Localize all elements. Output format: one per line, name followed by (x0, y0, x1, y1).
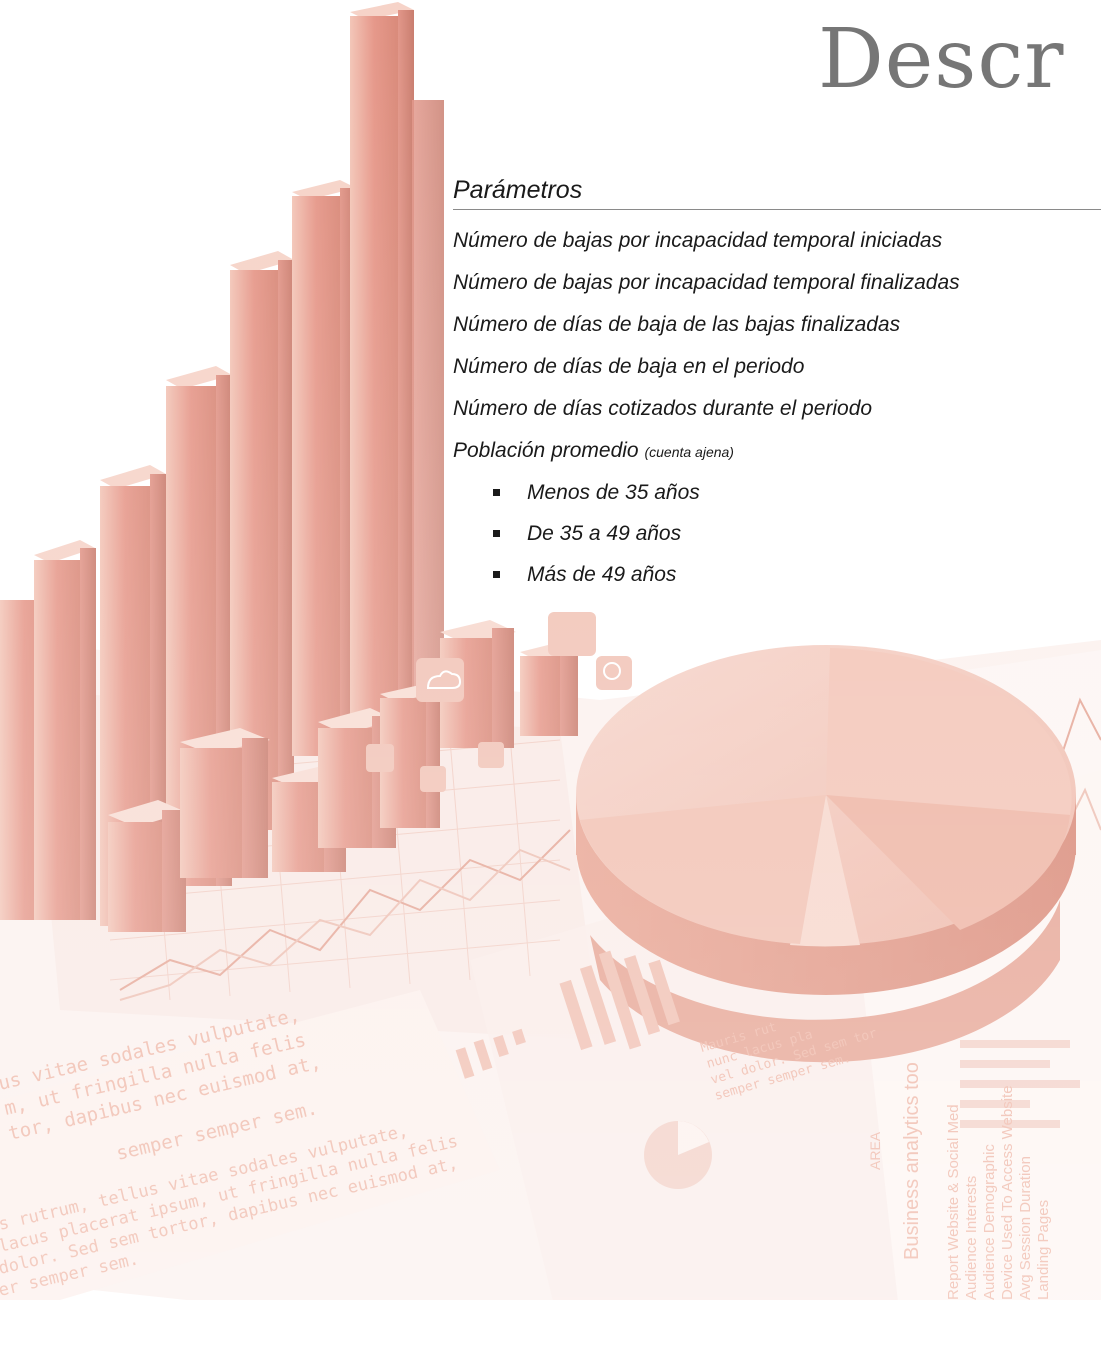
age-group-label: De 35 a 49 años (527, 522, 682, 545)
parameter-item-population: Población promedio (cuenta ajena) (453, 430, 1101, 472)
population-label: Población promedio (453, 439, 639, 462)
square-bullet-icon (493, 571, 500, 578)
square-bullet-icon (493, 530, 500, 537)
parameters-section: Parámetros Número de bajas por incapacid… (453, 176, 1101, 595)
parameter-item: Número de días de baja de las bajas fina… (453, 313, 901, 336)
parameter-item: Número de días cotizados durante el peri… (453, 397, 873, 420)
age-group-label: Más de 49 años (527, 563, 677, 586)
parameters-list: Número de bajas por incapacidad temporal… (453, 220, 1101, 472)
square-bullet-icon (493, 489, 500, 496)
parameter-item: Número de bajas por incapacidad temporal… (453, 229, 943, 252)
age-group-list: Menos de 35 años De 35 a 49 años Más de … (453, 472, 1101, 595)
page-title: Descr (818, 12, 1065, 107)
population-note: (cuenta ajena) (644, 444, 734, 460)
parameter-item: Número de días de baja en el periodo (453, 355, 805, 378)
age-group-item: Menos de 35 años (493, 472, 1101, 513)
parameter-item: Número de bajas por incapacidad temporal… (453, 271, 960, 294)
age-group-label: Menos de 35 años (527, 481, 700, 504)
section-heading: Parámetros (453, 176, 1101, 210)
age-group-item: De 35 a 49 años (493, 513, 1101, 554)
age-group-item: Más de 49 años (493, 554, 1101, 595)
